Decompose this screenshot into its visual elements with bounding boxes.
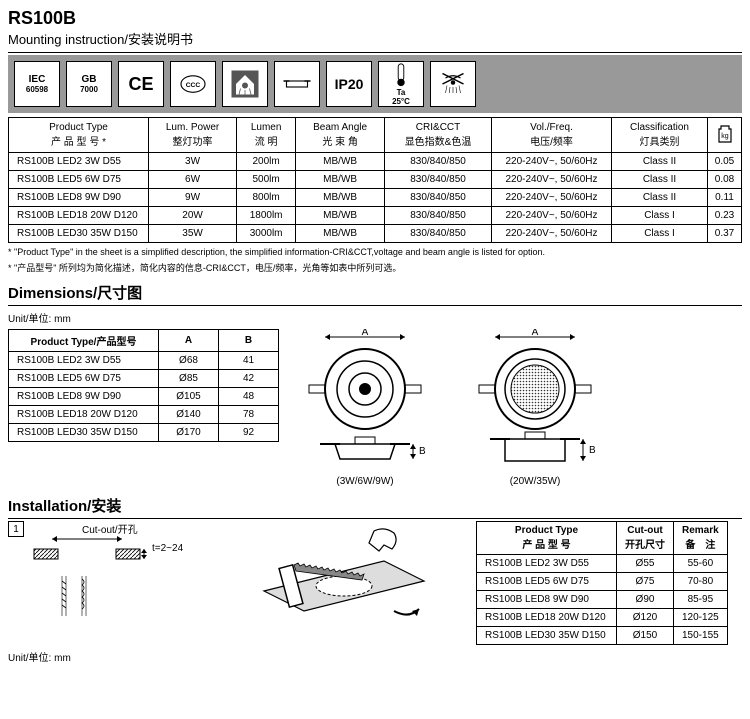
table-row: RS100B LED2 3W D55Ø6841 — [9, 352, 279, 370]
table-row: RS100B LED5 6W D75Ø8542 — [9, 370, 279, 388]
indoor-icon — [222, 61, 268, 107]
iec-icon: IEC60598 — [14, 61, 60, 107]
table-row: RS100B LED5 6W D756W500lmMB/WB830/840/85… — [9, 171, 742, 189]
top-view-small-icon: A B — [295, 329, 435, 469]
table-row: RS100B LED30 35W D150Ø17092 — [9, 424, 279, 442]
table-row: RS100B LED2 3W D553W200lmMB/WB830/840/85… — [9, 153, 742, 171]
ip-icon: IP20 — [326, 61, 372, 107]
divider — [8, 518, 742, 519]
mounting-icon — [274, 61, 320, 107]
gb-icon: GB7000 — [66, 61, 112, 107]
table-row: RS100B LED18 20W D120Ø14078 — [9, 406, 279, 424]
icon-bar: IEC60598 GB7000 CE CCC IP20 Ta25°C — [8, 55, 742, 113]
ce-icon: CE — [118, 61, 164, 107]
footnote-cn: * "产品型号" 所列均为简化描述，简化内容的信息-CRI&CCT，电压/频率，… — [8, 261, 742, 274]
no-cover-icon — [430, 61, 476, 107]
page-title: RS100B — [8, 8, 742, 29]
table-row: RS100B LED8 9W D90Ø10548 — [9, 388, 279, 406]
cutout-table: Product Type产 品 型 号 Cut-out开孔尺寸 Remark备 … — [476, 521, 728, 645]
svg-text:t=2~24: t=2~24 — [152, 543, 184, 554]
top-view-large-icon: A B — [465, 329, 605, 469]
table-row: RS100B LED30 35W D15035W3000lmMB/WB830/8… — [9, 225, 742, 243]
svg-text:kg: kg — [721, 133, 729, 140]
table-row: RS100B LED8 9W D90Ø9085-95 — [477, 591, 728, 609]
saw-diagram — [244, 521, 464, 644]
divider — [8, 305, 742, 306]
table-row: RS100B LED18 20W D120Ø120120-125 — [477, 609, 728, 627]
main-spec-table: Product Type产 品 型 号 * Lum. Power整灯功率 Lum… — [8, 117, 742, 243]
page-subtitle: Mounting instruction/安装说明书 — [8, 29, 742, 48]
svg-text:A: A — [532, 329, 539, 338]
svg-text:B: B — [589, 445, 596, 456]
ta-icon: Ta25°C — [378, 61, 424, 107]
table-row: RS100B LED8 9W D909W800lmMB/WB830/840/85… — [9, 189, 742, 207]
cutout-diagram: Cut-out/开孔 t=2~24 — [32, 521, 232, 644]
dimension-figures: A B (3W/6W/9W) A B (20W/35W) — [295, 329, 605, 487]
svg-text:A: A — [362, 329, 369, 338]
divider — [8, 52, 742, 53]
table-row: RS100B LED2 3W D55Ø5555-60 — [477, 555, 728, 573]
svg-text:CCC: CCC — [186, 82, 201, 89]
footnote-en: * "Product Type" in the sheet is a simpl… — [8, 247, 742, 257]
table-row: RS100B LED5 6W D75Ø7570-80 — [477, 573, 728, 591]
svg-text:B: B — [419, 446, 426, 457]
dimensions-heading: Dimensions/尺寸图 — [8, 282, 742, 303]
ccc-icon: CCC — [170, 61, 216, 107]
unit-label: Unit/单位: mm — [8, 310, 742, 325]
dimensions-table: Product Type/产品型号AB RS100B LED2 3W D55Ø6… — [8, 329, 279, 442]
table-row: RS100B LED18 20W D12020W1800lmMB/WB830/8… — [9, 207, 742, 225]
table-row: RS100B LED30 35W D150Ø150150-155 — [477, 627, 728, 645]
step-number: 1 — [8, 521, 24, 537]
installation-heading: Installation/安装 — [8, 495, 742, 516]
svg-text:Cut-out/开孔: Cut-out/开孔 — [82, 524, 138, 536]
unit-label: Unit/单位: mm — [8, 649, 742, 664]
